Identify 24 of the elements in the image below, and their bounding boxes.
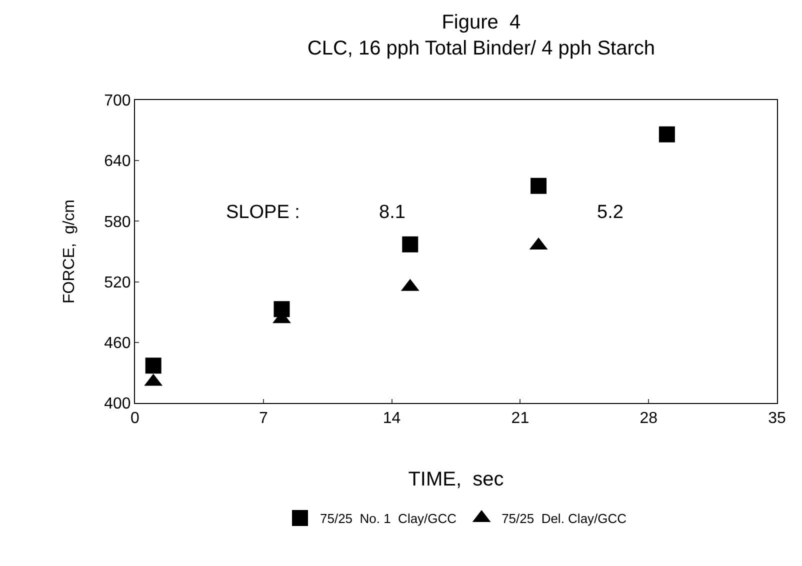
x-tick-label: 35 [768, 410, 786, 428]
legend-label: 75/25 No. 1 Clay/GCC [320, 511, 457, 526]
x-axis-title: TIME, sec [408, 468, 504, 491]
x-tick-label: 0 [130, 410, 140, 428]
y-tick-label: 400 [104, 396, 131, 413]
x-tick-label: 14 [382, 410, 401, 428]
chart-subtitle: CLC, 16 pph Total Binder/ 4 pph Starch [307, 37, 656, 60]
x-tick-label: 28 [640, 410, 658, 428]
y-tick-label: 640 [104, 153, 131, 170]
y-tick-label: 520 [104, 274, 131, 292]
annotation: SLOPE : [226, 202, 300, 223]
legend-label: 75/25 Del. Clay/GCC [502, 511, 627, 526]
y-tick-label: 580 [104, 214, 131, 231]
point [658, 126, 675, 142]
annotation: 5.2 [597, 202, 624, 223]
annotation: 8.1 [379, 202, 406, 223]
y-axis-title: FORCE, g/cm [60, 199, 78, 304]
point [530, 178, 547, 194]
y-tick-label: 700 [104, 92, 131, 110]
x-tick-label: 7 [258, 410, 268, 428]
chart-title: Figure 4 [442, 11, 521, 34]
y-tick-label: 460 [104, 335, 131, 352]
point [402, 236, 418, 252]
x-tick-label: 21 [511, 410, 530, 428]
